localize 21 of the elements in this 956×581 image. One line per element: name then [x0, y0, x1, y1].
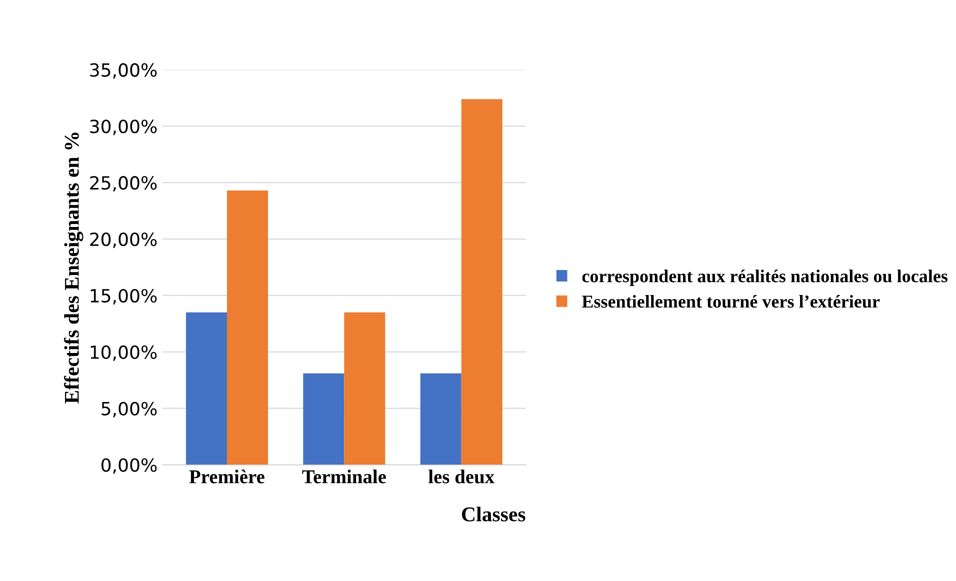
- bar: [344, 312, 386, 465]
- x-tick-label: Première: [189, 470, 264, 484]
- x-axis-title: Classes: [462, 506, 526, 522]
- y-tick-label: 25,00%: [90, 176, 157, 192]
- bar: [303, 373, 344, 465]
- y-tick-label: 0,00%: [101, 458, 157, 474]
- y-tick-label: 30,00%: [90, 120, 157, 136]
- y-tick-label: 15,00%: [90, 288, 157, 304]
- legend-label: Essentiellement tourné vers l’extérieur: [582, 295, 880, 308]
- bar: [186, 312, 227, 465]
- y-tick-label: 5,00%: [102, 402, 157, 418]
- bar: [420, 373, 462, 465]
- x-tick-label: les deux: [428, 470, 494, 484]
- y-tick-label: 10,00%: [90, 345, 157, 361]
- legend-label: correspondent aux réalités nationales ou locales: [582, 270, 948, 286]
- bar: [226, 190, 268, 465]
- x-tick-label: Terminale: [302, 470, 386, 484]
- y-axis-title: Effectifs des Enseignants en %: [64, 132, 84, 404]
- y-tick-label: 20,00%: [90, 232, 157, 248]
- bar: [461, 99, 502, 465]
- y-tick-label: 35,00%: [90, 63, 157, 79]
